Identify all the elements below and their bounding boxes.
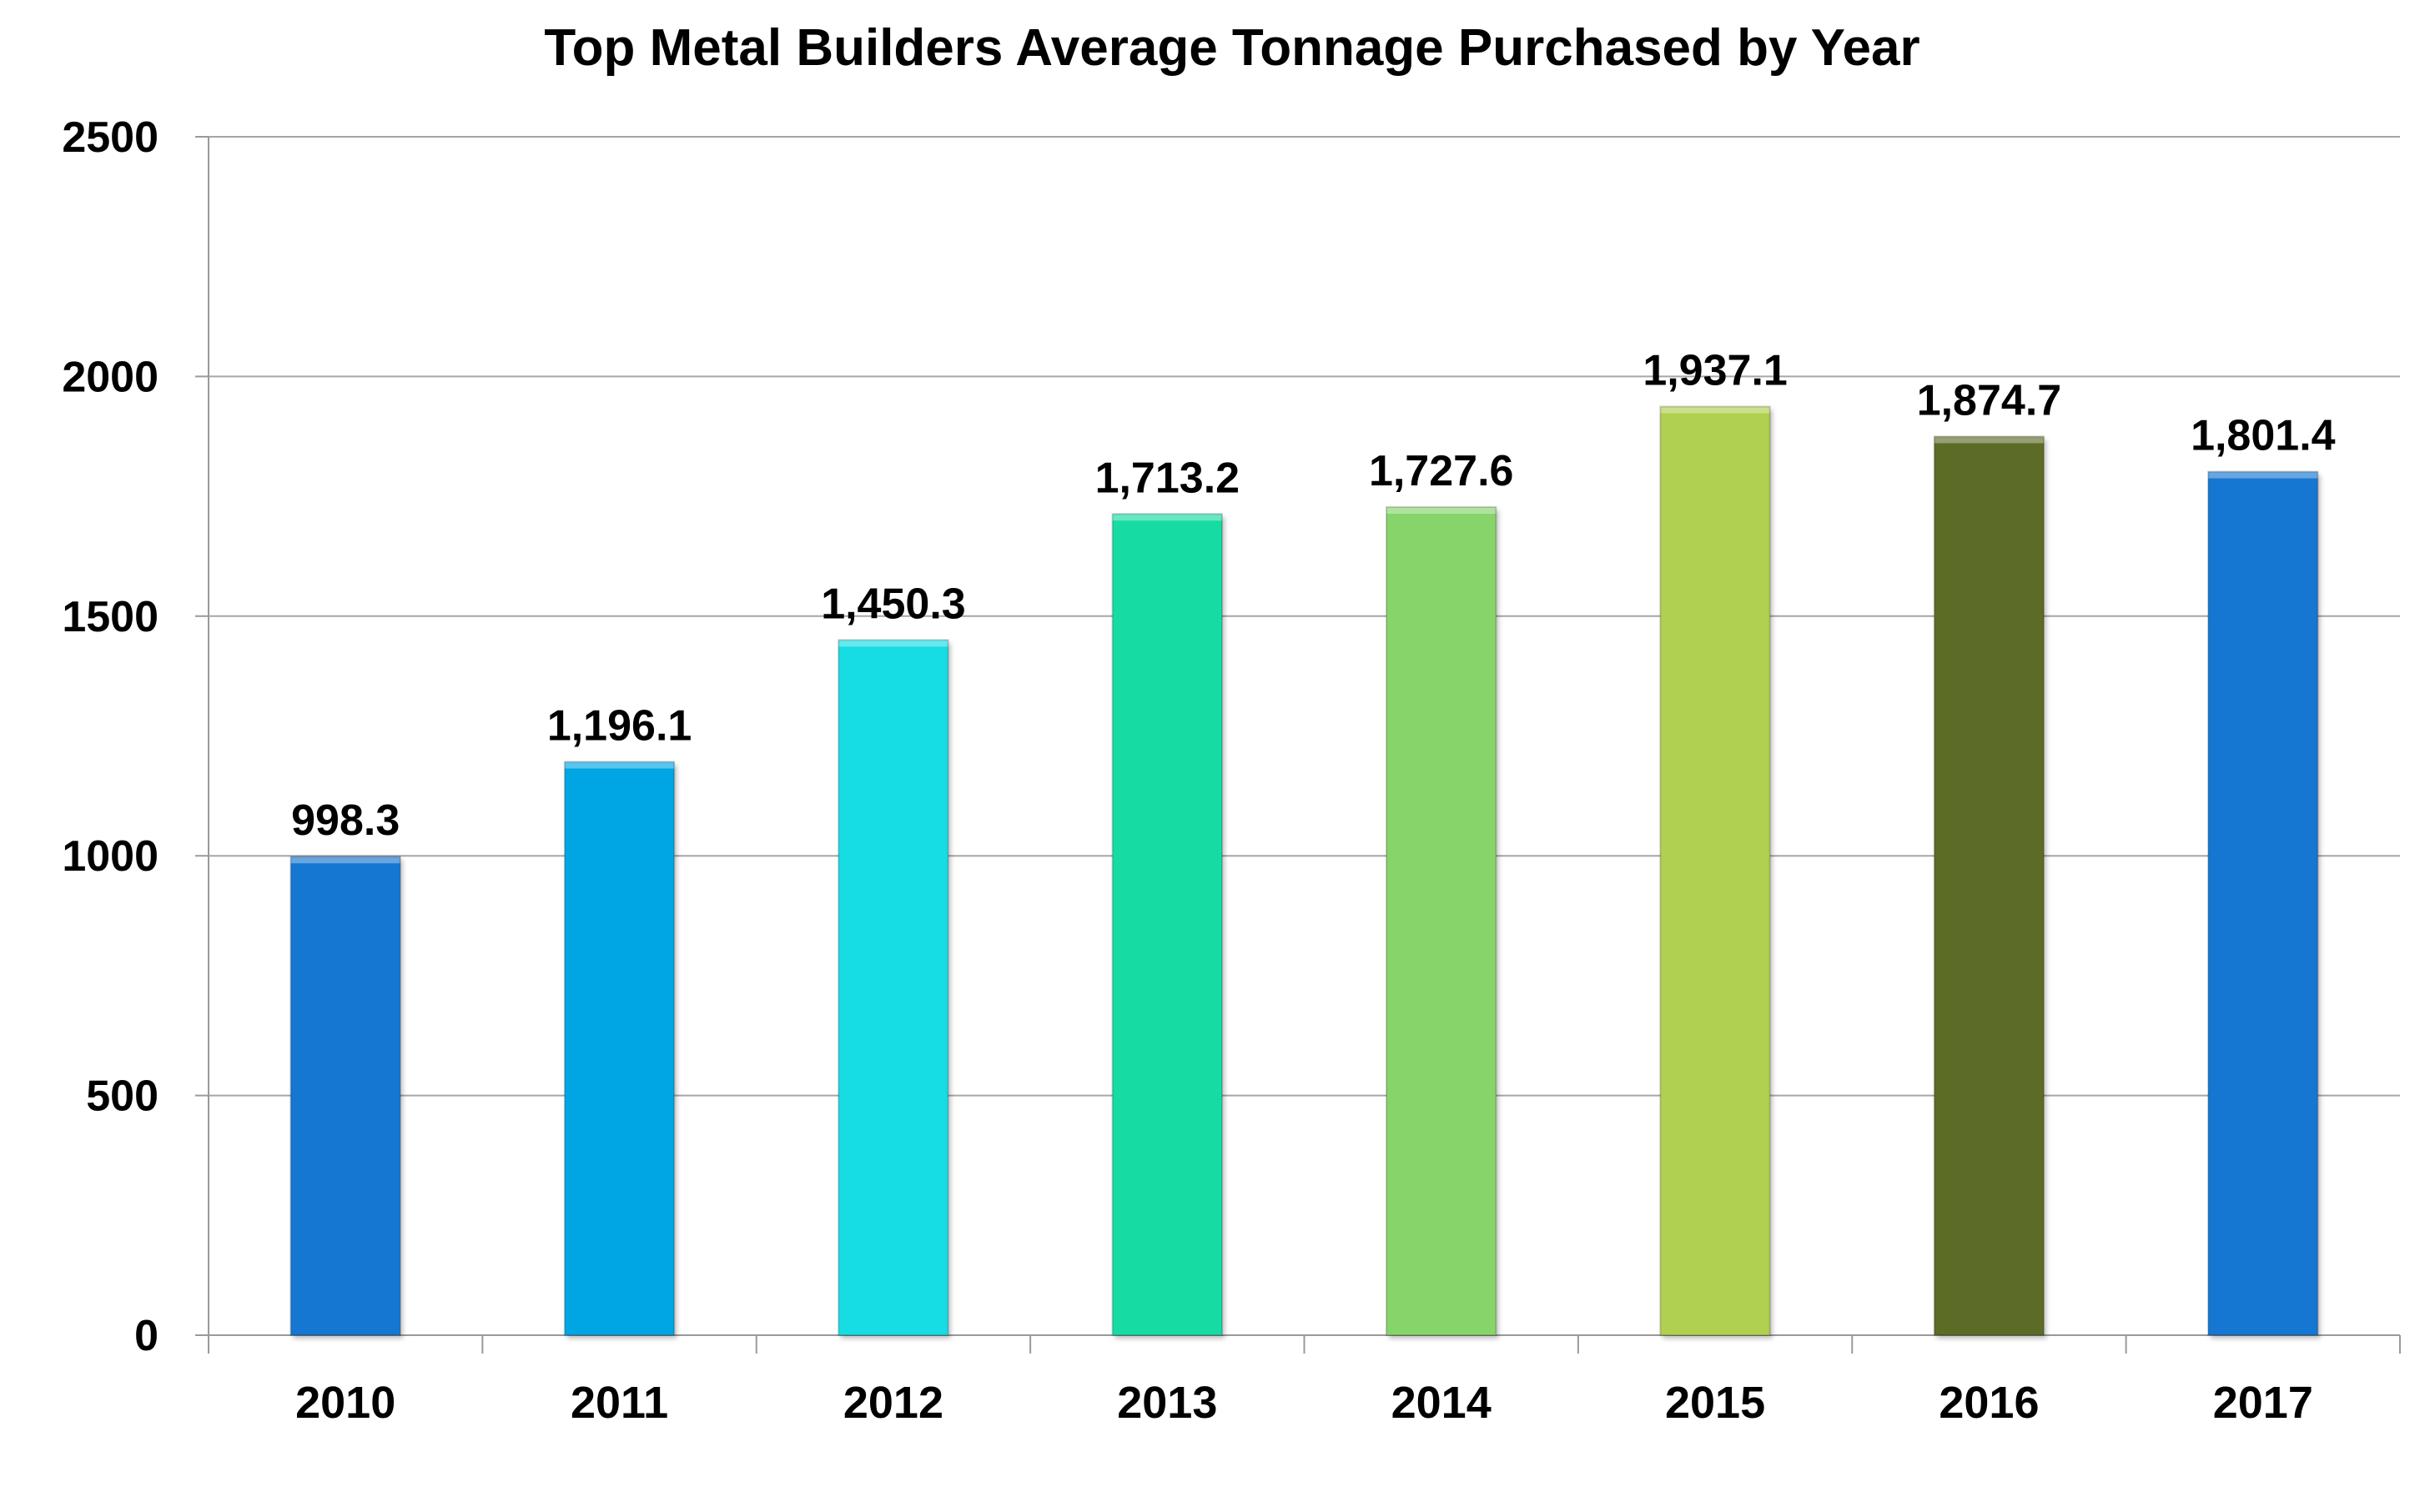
bar-2014: [1386, 506, 1497, 1335]
bars: [289, 405, 2319, 1336]
data-labels: 998.3 1,196.1 1,450.3 1,713.2 1,727.6 1,937.1…: [291, 347, 2336, 846]
bar-edge-2017: [2207, 470, 2319, 1336]
bar-group-2013: [1111, 513, 1223, 1336]
data-label-2017: 1,801.4: [2191, 412, 2336, 460]
bar-highlight-2015: [1660, 406, 1770, 414]
y-tick-label-1500: 1500: [62, 593, 158, 641]
x-tick-label-2017: 2017: [2213, 1378, 2313, 1428]
data-label-2012: 1,450.3: [821, 580, 966, 628]
bar-highlight-2017: [2208, 471, 2318, 479]
y-tick-label-1000: 1000: [62, 832, 158, 881]
bar-edge-2012: [838, 639, 949, 1336]
bar-highlight-2013: [1112, 514, 1222, 521]
data-label-2013: 1,713.2: [1095, 454, 1240, 502]
bar-2013: [1112, 514, 1222, 1335]
data-label-2010: 998.3: [291, 796, 400, 845]
y-axis-tick-labels: 0 500 1000 1500 2000 2500: [62, 113, 158, 1360]
bar-group-2012: [838, 639, 949, 1336]
y-tick-label-2500: 2500: [62, 113, 158, 162]
bar-highlight-2016: [1934, 436, 2045, 444]
y-tick-label-0: 0: [134, 1312, 158, 1360]
bar-2015: [1660, 406, 1770, 1335]
bar-highlight-2014: [1386, 506, 1497, 514]
bar-edge-2013: [1111, 513, 1223, 1336]
data-label-2016: 1,874.7: [1917, 376, 2062, 424]
bar-2016: [1934, 436, 2045, 1336]
bar-edge-2015: [1659, 405, 1771, 1336]
y-tick-label-2000: 2000: [62, 353, 158, 401]
data-label-2015: 1,937.1: [1643, 347, 1788, 395]
chart-title: Top Metal Builders Average Tonnage Purch…: [544, 19, 1919, 77]
bar-highlight-2010: [290, 856, 400, 864]
bar-edge-2010: [289, 856, 401, 1336]
data-label-2014: 1,727.6: [1369, 447, 1514, 495]
x-tick-label-2016: 2016: [1939, 1378, 2039, 1428]
x-tick-label-2010: 2010: [295, 1378, 395, 1428]
bar-2010: [290, 856, 400, 1335]
x-tick-label-2013: 2013: [1117, 1378, 1217, 1428]
bar-edge-2011: [563, 761, 676, 1336]
x-tick-label-2011: 2011: [571, 1378, 668, 1428]
bar-group-2015: [1659, 405, 1771, 1336]
y-tick-label-500: 500: [86, 1072, 158, 1121]
x-tick-label-2015: 2015: [1665, 1378, 1765, 1428]
bar-edge-2016: [1933, 435, 2045, 1336]
bar-highlight-2012: [838, 640, 948, 647]
bar-group-2010: [289, 856, 401, 1336]
x-tick-label-2012: 2012: [843, 1378, 943, 1428]
bar-2012: [838, 640, 948, 1335]
bar-group-2014: [1386, 505, 1497, 1336]
bar-group-2017: [2207, 470, 2319, 1336]
bar-highlight-2011: [564, 761, 675, 769]
x-axis-tick-labels: 2010 2011 2012 2013 2014 2015 2016 2017: [295, 1378, 2313, 1428]
bar-group-2011: [563, 761, 676, 1336]
x-tick-label-2014: 2014: [1391, 1378, 1492, 1428]
bar-edge-2014: [1386, 505, 1497, 1336]
data-label-2011: 1,196.1: [547, 701, 692, 750]
bar-2011: [564, 761, 675, 1335]
bar-group-2016: [1933, 435, 2045, 1336]
bar-2017: [2208, 471, 2318, 1335]
